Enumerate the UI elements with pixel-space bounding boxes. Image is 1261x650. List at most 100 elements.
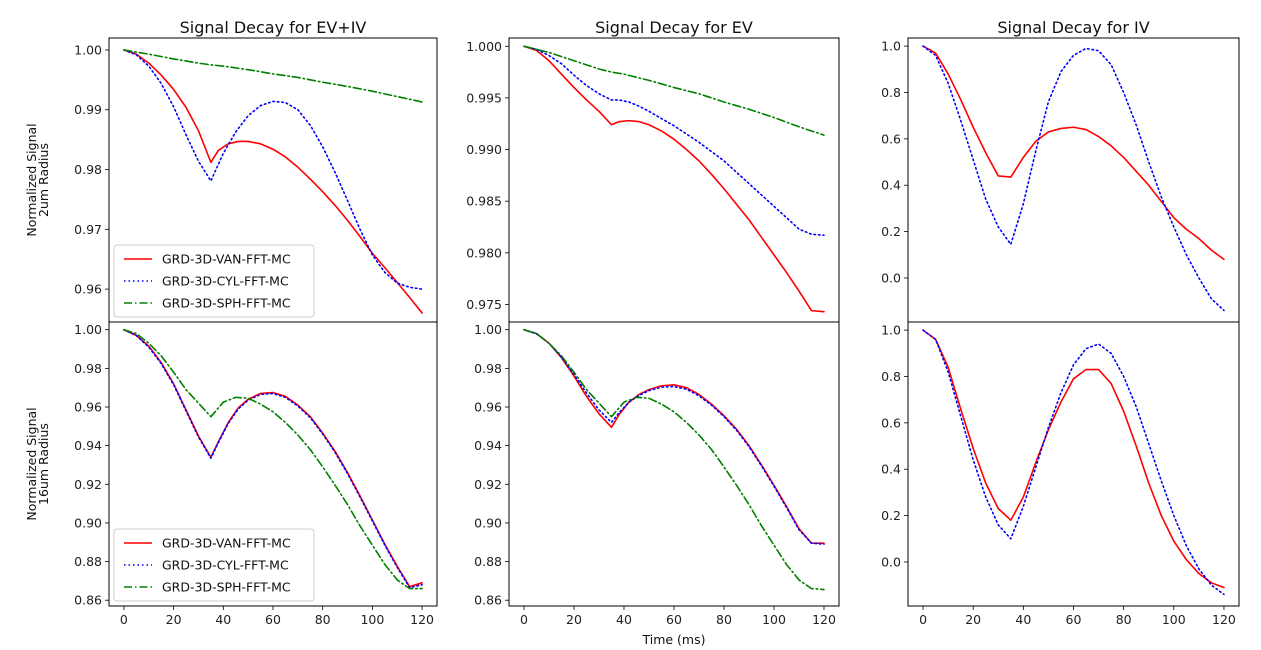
- legend-label: GRD-3D-VAN-FFT-MC: [162, 536, 291, 551]
- legend-label: GRD-3D-SPH-FFT-MC: [162, 580, 291, 595]
- series-line-grd-3d-van-fft-mc: [523, 328, 825, 545]
- y-tick-label: 0.96: [74, 282, 102, 297]
- x-tick-label: 20: [566, 612, 582, 627]
- y-tick-label: 0.0: [881, 270, 901, 285]
- x-tick-label: 20: [965, 612, 981, 627]
- series-line-grd-3d-cyl-fft-mc: [922, 45, 1225, 312]
- y-tick-label: 1.0: [881, 323, 901, 338]
- x-axis-label: Time (ms): [641, 632, 705, 647]
- x-tick-label: 80: [315, 612, 331, 627]
- panel-r0-c2: 0.0 0.2 0.4 0.6 0.8 1.0: [881, 37, 1240, 323]
- y-tick-label: 0.6: [881, 131, 901, 146]
- axes-frame: [907, 37, 1240, 323]
- legend-label: GRD-3D-CYL-FFT-MC: [162, 558, 289, 573]
- legend: GRD-3D-VAN-FFT-MC GRD-3D-CYL-FFT-MC GRD-3D…: [113, 528, 315, 602]
- y-tick-label: 0.8: [881, 369, 901, 384]
- x-tick-label: 40: [616, 612, 632, 627]
- series-line-grd-3d-sph-fft-mc: [123, 328, 423, 590]
- y-tick-label: 0.90: [474, 515, 502, 530]
- panel-r1-c0: 0.86 0.88 0.90 0.92 0.94 0.96 0.98 1.00 0 20 40 60 8…: [74, 321, 438, 627]
- y-tick-label: 0.88: [474, 554, 502, 569]
- y-tick-label: 0.99: [74, 102, 102, 117]
- series-line-grd-3d-cyl-fft-mc: [523, 328, 825, 545]
- row-0-ylabel-line-1: 2um Radius: [36, 143, 51, 217]
- x-tick-label: 100: [762, 612, 786, 627]
- x-tick-label: 0: [120, 612, 128, 627]
- y-tick-label: 0.0: [881, 554, 901, 569]
- series-line-grd-3d-sph-fft-mc: [523, 328, 825, 591]
- series-group: [922, 45, 1225, 312]
- series-line-grd-3d-cyl-fft-mc: [123, 49, 423, 290]
- column-title-0: Signal Decay for EV+IV: [180, 18, 367, 37]
- x-tick-label: 120: [1212, 612, 1236, 627]
- series-line-grd-3d-sph-fft-mc: [123, 49, 423, 103]
- y-tick-label: 1.000: [466, 39, 502, 54]
- y-tick-label: 0.980: [466, 245, 502, 260]
- y-tick-label: 0.98: [74, 361, 102, 376]
- panel-r0-c1: 0.975 0.980 0.985 0.990 0.995 1.000: [466, 37, 840, 323]
- series-group: [523, 45, 825, 313]
- x-tick-label: 0: [919, 612, 927, 627]
- y-tick-label: 0.98: [74, 162, 102, 177]
- series-line-grd-3d-cyl-fft-mc: [123, 328, 423, 589]
- y-tick-label: 0.2: [881, 224, 901, 239]
- panel-r1-c1: 0.86 0.88 0.90 0.92 0.94 0.96 0.98 1.00 0 20 40 60 8…: [474, 321, 840, 627]
- legend-label: GRD-3D-CYL-FFT-MC: [162, 274, 289, 289]
- x-tick-label: 60: [1066, 612, 1082, 627]
- y-tick-label: 1.0: [881, 39, 901, 54]
- series-line-grd-3d-van-fft-mc: [922, 329, 1225, 589]
- x-tick-label: 0: [520, 612, 528, 627]
- x-tick-label: 100: [360, 612, 384, 627]
- row-0-ylabel-line-0: Normalized Signal: [24, 123, 39, 236]
- panels: Signal Decay for EV+IV Signal Decay for E…: [24, 18, 1240, 647]
- y-tick-label: 0.92: [474, 477, 502, 492]
- axes-frame: [508, 321, 840, 607]
- series-line-grd-3d-sph-fft-mc: [523, 45, 825, 136]
- legend-box: [113, 528, 315, 602]
- x-tick-label: 40: [215, 612, 231, 627]
- y-tick-label: 0.97: [74, 222, 102, 237]
- series-group: [523, 328, 825, 591]
- x-tick-label: 80: [1116, 612, 1132, 627]
- x-tick-label: 60: [265, 612, 281, 627]
- x-tick-label: 120: [812, 612, 836, 627]
- y-tick-label: 0.86: [474, 593, 502, 608]
- series-line-grd-3d-van-fft-mc: [523, 45, 825, 313]
- series-group: [123, 49, 423, 314]
- y-tick-label: 0.8: [881, 85, 901, 100]
- y-tick-label: 0.975: [466, 297, 502, 312]
- x-tick-label: 60: [666, 612, 682, 627]
- y-tick-label: 0.4: [881, 178, 901, 193]
- y-tick-label: 0.995: [466, 90, 502, 105]
- y-tick-label: 0.94: [474, 438, 502, 453]
- y-tick-label: 0.96: [474, 400, 502, 415]
- legend-label: GRD-3D-SPH-FFT-MC: [162, 296, 291, 311]
- y-tick-label: 1.00: [74, 322, 102, 337]
- series-line-grd-3d-cyl-fft-mc: [523, 45, 825, 237]
- y-tick-label: 0.88: [74, 554, 102, 569]
- series-line-grd-3d-van-fft-mc: [922, 45, 1225, 261]
- x-tick-label: 120: [410, 612, 434, 627]
- y-tick-label: 0.90: [74, 515, 102, 530]
- series-group: [922, 329, 1225, 596]
- x-tick-label: 100: [1162, 612, 1186, 627]
- series-group: [123, 328, 423, 590]
- x-tick-label: 20: [166, 612, 182, 627]
- y-tick-label: 0.4: [881, 462, 901, 477]
- y-tick-label: 0.6: [881, 415, 901, 430]
- panel-r1-c2: 0.0 0.2 0.4 0.6 0.8 1.0 0 20 40 60 80 100 120: [881, 321, 1240, 627]
- column-title-2: Signal Decay for IV: [997, 18, 1149, 37]
- legend-label: GRD-3D-VAN-FFT-MC: [162, 252, 291, 267]
- legend: GRD-3D-VAN-FFT-MC GRD-3D-CYL-FFT-MC GRD-3D…: [113, 244, 315, 318]
- y-tick-label: 0.94: [74, 438, 102, 453]
- y-tick-label: 1.00: [474, 322, 502, 337]
- x-tick-label: 40: [1015, 612, 1031, 627]
- y-tick-label: 0.985: [466, 194, 502, 209]
- y-tick-label: 0.990: [466, 142, 502, 157]
- y-tick-label: 0.86: [74, 593, 102, 608]
- row-1-ylabel-line-1: 16um Radius: [36, 423, 51, 505]
- y-tick-label: 0.98: [474, 361, 502, 376]
- x-tick-label: 80: [716, 612, 732, 627]
- y-tick-label: 0.2: [881, 508, 901, 523]
